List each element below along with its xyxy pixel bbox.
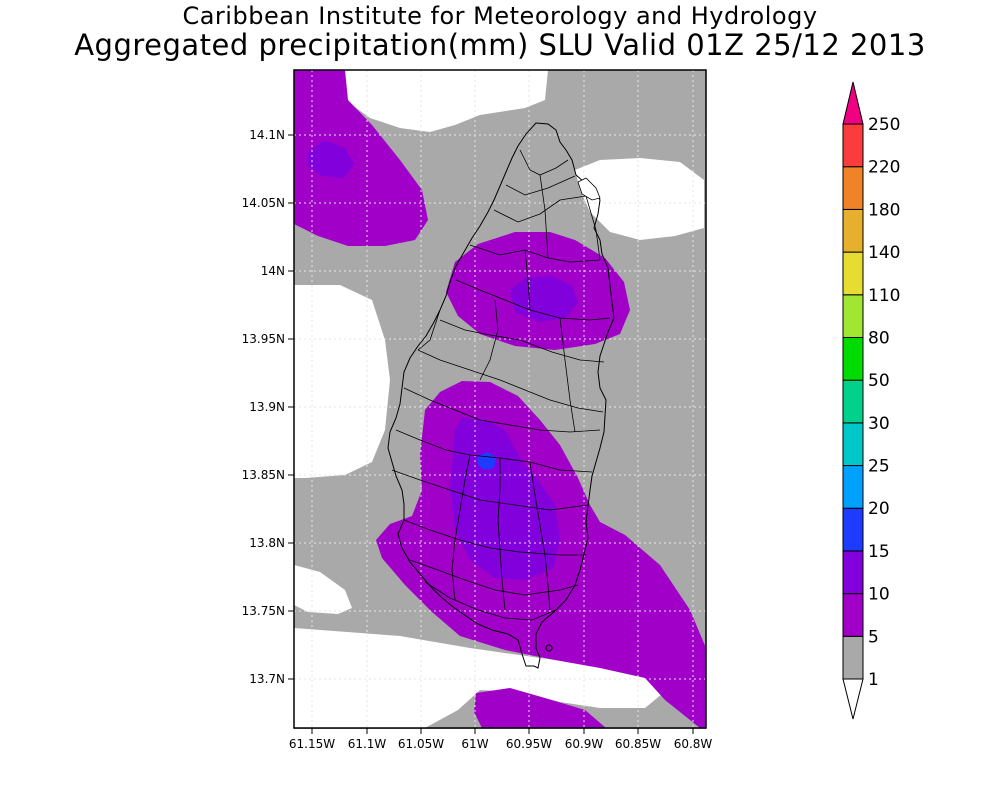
islet-marker	[545, 644, 553, 652]
colorbar-label: 50	[868, 371, 890, 391]
lat-label: 14.1N	[249, 128, 285, 142]
lat-label: 13.9N	[249, 400, 285, 414]
colorbar-segment	[842, 635, 864, 680]
rain-area-south-strip	[474, 688, 606, 728]
header-product-title: Aggregated precipitation(mm) SLU Valid 0…	[74, 28, 926, 62]
map-frame	[293, 69, 707, 729]
lat-label: 13.75N	[242, 604, 285, 618]
dry-area-northeast	[575, 158, 704, 240]
lon-label: 61.05W	[398, 737, 444, 751]
district-boundaries	[391, 149, 611, 621]
colorbar-label: 1	[868, 670, 879, 690]
colorbar-under-arrow	[842, 678, 864, 720]
axis-ticks	[288, 134, 694, 734]
colorbar-segment	[842, 251, 864, 296]
lon-label: 61W	[461, 737, 488, 751]
colorbar-label: 30	[868, 414, 890, 434]
colorbar-segment	[842, 593, 864, 637]
rain-area-northwest	[294, 70, 428, 246]
colorbar-label: 25	[868, 457, 890, 477]
dry-area-southwest	[294, 565, 352, 614]
header-institute: Caribbean Institute for Meteorology and …	[182, 2, 818, 30]
colorbar-label: 140	[868, 243, 900, 263]
heavier-rain-north-central	[510, 276, 578, 322]
colorbar-label: 180	[868, 200, 900, 220]
precip-field	[294, 70, 706, 729]
colorbar-segment	[842, 294, 864, 338]
latitude-labels: 14.1N 14.05N 14N 13.95N 13.9N 13.85N 13.…	[242, 128, 285, 686]
island-outline	[387, 122, 615, 669]
heavier-rain-northwest	[308, 140, 354, 178]
lat-label: 13.95N	[242, 332, 285, 346]
lat-label: 13.8N	[249, 536, 285, 550]
colorbar-label: 220	[868, 158, 900, 178]
colorbar-over-arrow	[842, 81, 864, 125]
colorbar-segment	[842, 336, 864, 381]
colorbar-segment	[842, 123, 864, 168]
colorbar-label: 20	[868, 499, 890, 519]
lon-label: 60.95W	[506, 737, 552, 751]
colorbar-segment	[842, 208, 864, 253]
colorbar-segment	[842, 379, 864, 424]
lat-label: 14.05N	[242, 196, 285, 210]
colorbar-label: 15	[868, 542, 890, 562]
colorbar-segment	[842, 422, 864, 467]
colorbar-segment	[842, 166, 864, 210]
colorbar-segment	[842, 465, 864, 509]
dry-area-west	[294, 285, 390, 478]
colorbar-label: 5	[868, 627, 879, 647]
lon-label: 60.8W	[674, 737, 713, 751]
colorbar-label: 80	[868, 329, 890, 349]
colorbar-segment	[842, 507, 864, 552]
lon-label: 60.85W	[615, 737, 661, 751]
colorbar-label: 10	[868, 585, 890, 605]
colorbar-segment	[842, 550, 864, 595]
lat-label: 14N	[261, 264, 285, 278]
longitude-labels: 61.15W 61.1W 61.05W 61W 60.95W 60.9W 60.…	[289, 737, 713, 751]
lon-label: 61.1W	[348, 737, 387, 751]
colorbar-label: 250	[868, 115, 900, 135]
lon-label: 61.15W	[289, 737, 335, 751]
lon-label: 60.9W	[565, 737, 604, 751]
dry-area-south	[294, 628, 662, 728]
dry-area-north	[340, 70, 548, 132]
lat-label: 13.7N	[249, 672, 285, 686]
lat-label: 13.85N	[242, 468, 285, 482]
colorbar-label: 110	[868, 286, 900, 306]
heavier-rain-south-central	[450, 418, 560, 580]
northeast-coast-patch	[577, 177, 601, 201]
